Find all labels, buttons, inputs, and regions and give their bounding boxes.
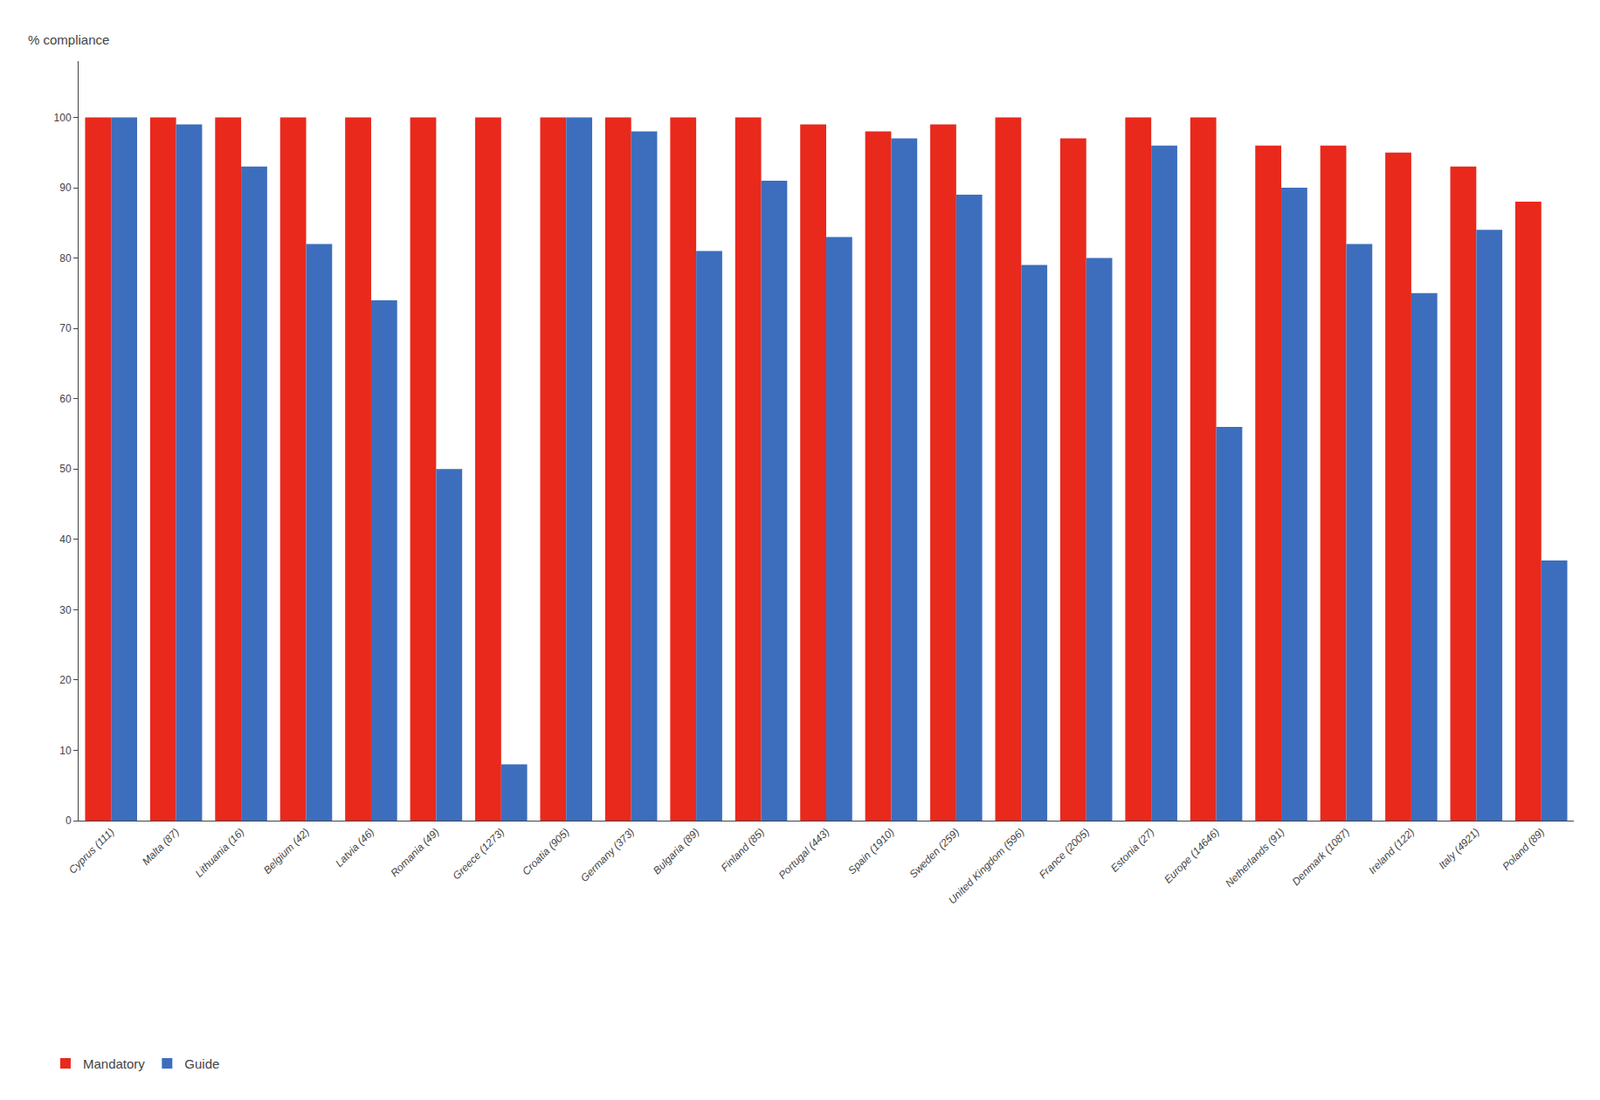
svg-text:Lithuania (16): Lithuania (16) [193, 826, 248, 881]
svg-text:Spain (1910): Spain (1910) [845, 826, 897, 877]
svg-text:Europe (14646): Europe (14646) [1161, 826, 1222, 887]
svg-text:Germany (373): Germany (373) [578, 826, 637, 885]
svg-text:Finland (85): Finland (85) [718, 826, 767, 875]
svg-text:Poland (89): Poland (89) [1499, 826, 1547, 874]
svg-text:100: 100 [54, 111, 72, 125]
svg-text:Bulgaria (89): Bulgaria (89) [650, 826, 702, 877]
svg-text:France (2005): France (2005) [1036, 826, 1092, 882]
svg-text:Portugal (443): Portugal (443) [776, 826, 833, 883]
svg-text:40: 40 [59, 533, 72, 546]
svg-text:Guide: Guide [184, 1056, 220, 1072]
svg-text:Croatia (905): Croatia (905) [519, 826, 572, 878]
svg-text:30: 30 [59, 604, 72, 617]
svg-text:90: 90 [59, 181, 72, 194]
svg-text:% compliance: % compliance [27, 32, 110, 48]
svg-text:60: 60 [59, 393, 72, 406]
svg-text:Italy (4921): Italy (4921) [1435, 826, 1482, 872]
svg-text:Sweden (259): Sweden (259) [907, 826, 963, 882]
svg-text:Estonia (27): Estonia (27) [1108, 826, 1158, 876]
svg-text:Belgium (42): Belgium (42) [261, 826, 312, 877]
svg-text:Netherlands (91): Netherlands (91) [1222, 826, 1287, 890]
svg-text:Denmark (1087): Denmark (1087) [1289, 826, 1352, 889]
svg-text:10: 10 [59, 744, 72, 758]
svg-text:70: 70 [59, 322, 72, 335]
svg-text:Cyprus (111): Cyprus (111) [66, 826, 118, 877]
svg-text:80: 80 [59, 252, 72, 265]
svg-text:United Kingdom (596): United Kingdom (596) [945, 826, 1027, 907]
svg-text:0: 0 [65, 814, 72, 828]
svg-text:Malta (87): Malta (87) [139, 826, 182, 869]
svg-text:50: 50 [59, 462, 72, 476]
svg-text:Mandatory: Mandatory [82, 1056, 145, 1072]
svg-text:Latvia (46): Latvia (46) [332, 826, 377, 870]
svg-text:Greece (1273): Greece (1273) [450, 826, 508, 883]
svg-text:Ireland (122): Ireland (122) [1365, 826, 1417, 877]
svg-text:20: 20 [59, 674, 72, 687]
svg-text:Romania (49): Romania (49) [387, 826, 442, 880]
